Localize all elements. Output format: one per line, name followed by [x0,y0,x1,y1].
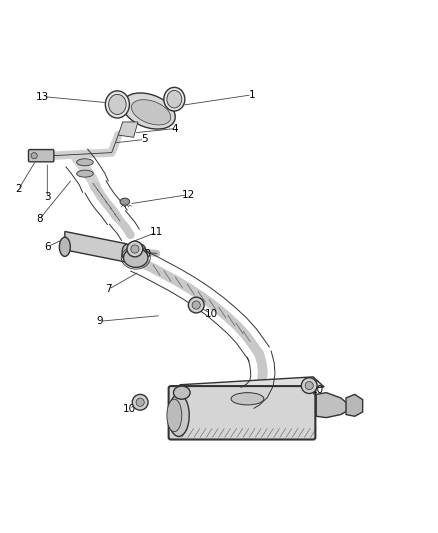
Ellipse shape [164,87,185,111]
FancyBboxPatch shape [28,150,54,162]
Ellipse shape [77,170,93,177]
Text: 13: 13 [36,92,49,102]
Circle shape [31,152,37,159]
Ellipse shape [124,248,148,268]
Ellipse shape [132,244,146,261]
Ellipse shape [173,386,190,399]
Circle shape [131,245,139,253]
Text: 4: 4 [172,124,179,134]
Text: 12: 12 [182,190,195,200]
Text: 10: 10 [123,404,136,414]
Ellipse shape [123,93,175,129]
Text: 10: 10 [311,385,324,395]
Circle shape [301,378,317,393]
Ellipse shape [109,94,126,115]
Polygon shape [316,393,347,418]
Polygon shape [346,394,363,416]
Text: 3: 3 [44,192,51,203]
Text: 5: 5 [141,134,148,144]
Ellipse shape [60,237,70,256]
Text: 7: 7 [105,284,112,294]
Text: 10: 10 [205,309,218,319]
Text: 2: 2 [15,184,22,195]
Polygon shape [180,377,324,395]
Circle shape [192,301,200,309]
Ellipse shape [231,393,264,405]
Ellipse shape [120,198,130,205]
FancyBboxPatch shape [169,386,315,440]
Circle shape [305,382,313,390]
Ellipse shape [167,399,182,432]
Text: 10: 10 [139,249,152,259]
Circle shape [127,241,143,257]
Ellipse shape [168,394,189,437]
Ellipse shape [105,91,130,118]
Text: 9: 9 [96,316,103,326]
Polygon shape [65,231,126,262]
Text: 1: 1 [248,90,255,100]
Ellipse shape [167,91,182,108]
Circle shape [132,394,148,410]
Text: 6: 6 [44,242,51,252]
Text: 8: 8 [36,214,43,224]
Circle shape [136,398,144,406]
Ellipse shape [135,246,144,259]
Ellipse shape [122,244,132,261]
Circle shape [188,297,204,313]
Ellipse shape [131,100,171,125]
Ellipse shape [77,159,93,166]
Text: 11: 11 [150,228,163,237]
Polygon shape [118,122,138,138]
